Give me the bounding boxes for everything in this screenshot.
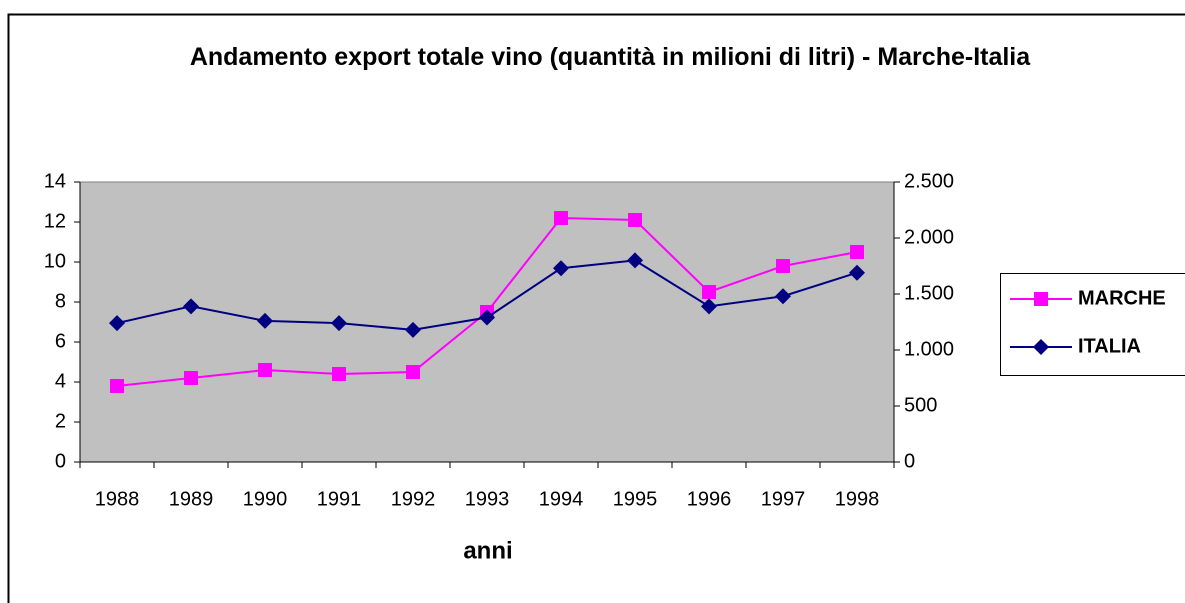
data-point [776, 259, 790, 273]
legend-label: ITALIA [1078, 335, 1141, 357]
data-point [701, 298, 717, 315]
data-point [627, 252, 643, 269]
data-point [849, 264, 865, 281]
x-tick-label: 1998 [835, 488, 880, 510]
x-tick-label: 1997 [761, 488, 806, 510]
legend-box [1000, 273, 1185, 376]
legend-marker [1033, 339, 1049, 355]
x-tick-label: 1992 [391, 488, 436, 510]
y-tick-label: 10 [44, 250, 66, 272]
x-tick-label: 1993 [465, 488, 510, 510]
data-point [184, 371, 198, 385]
y2-tick-label: 0 [904, 450, 915, 472]
y-tick-label: 14 [44, 170, 66, 192]
data-point [628, 213, 642, 227]
data-point [331, 315, 347, 332]
y2-tick-label: 1.500 [904, 282, 954, 304]
data-point [332, 367, 346, 381]
data-point [479, 309, 495, 326]
data-point [553, 260, 569, 277]
data-point [554, 211, 568, 225]
x-tick-label: 1990 [243, 488, 288, 510]
x-tick-label: 1995 [613, 488, 658, 510]
y-tick-label: 8 [55, 290, 66, 312]
data-point [258, 363, 272, 377]
y2-tick-label: 2.500 [904, 170, 954, 192]
chart-title: Andamento export totale vino (quantità i… [189, 43, 1031, 71]
data-point [109, 315, 125, 332]
x-tick-label: 1991 [317, 488, 362, 510]
y-tick-label: 2 [55, 410, 66, 432]
x-tick-label: 1988 [95, 488, 140, 510]
x-tick-label: 1989 [169, 488, 214, 510]
legend-marker [1034, 292, 1048, 306]
data-point [257, 312, 273, 329]
data-point [702, 285, 716, 299]
data-point [850, 245, 864, 259]
y2-tick-label: 1.000 [904, 338, 954, 360]
y-tick-label: 4 [55, 370, 66, 392]
data-point [405, 321, 421, 338]
y-tick-label: 6 [55, 330, 66, 352]
data-point [406, 365, 420, 379]
y-tick-label: 0 [55, 450, 66, 472]
x-axis-label: anni [463, 537, 512, 564]
data-point [183, 298, 199, 315]
legend-label: MARCHE [1078, 287, 1166, 309]
y-tick-label: 12 [44, 210, 66, 232]
x-tick-label: 1996 [687, 488, 732, 510]
data-point [775, 288, 791, 305]
data-point [110, 379, 124, 393]
x-tick-label: 1994 [539, 488, 584, 510]
y2-tick-label: 500 [904, 394, 937, 416]
y2-tick-label: 2.000 [904, 226, 954, 248]
